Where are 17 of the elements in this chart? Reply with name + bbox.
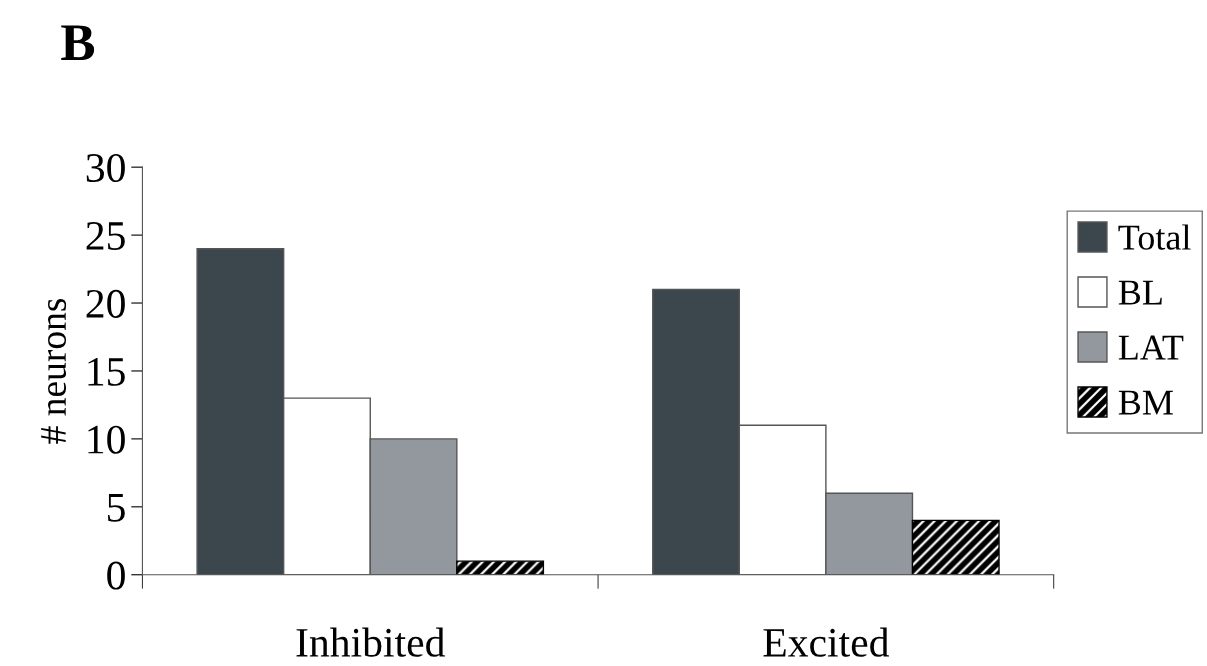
y-tick-label: 5 xyxy=(108,494,125,522)
legend-label: LAT xyxy=(1118,335,1184,360)
legend-label: Total xyxy=(1118,224,1191,250)
y-tick-label: 20 xyxy=(86,289,125,318)
legend-label: BL xyxy=(1118,280,1162,305)
x-tick-label: Excited xyxy=(763,627,890,657)
legend-label: BM xyxy=(1118,390,1173,415)
y-tick-label: 30 xyxy=(86,153,125,183)
bar xyxy=(456,560,545,575)
y-axis-title: # neurons xyxy=(41,298,67,444)
y-tick-label: 25 xyxy=(86,221,125,250)
y-tick-label: 15 xyxy=(88,357,125,386)
chart-title: B xyxy=(61,25,95,61)
y-tick-label: 0 xyxy=(107,561,125,590)
bar xyxy=(911,519,1000,575)
y-tick-label: 10 xyxy=(88,425,125,454)
x-tick-label: Inhibited xyxy=(296,627,445,657)
